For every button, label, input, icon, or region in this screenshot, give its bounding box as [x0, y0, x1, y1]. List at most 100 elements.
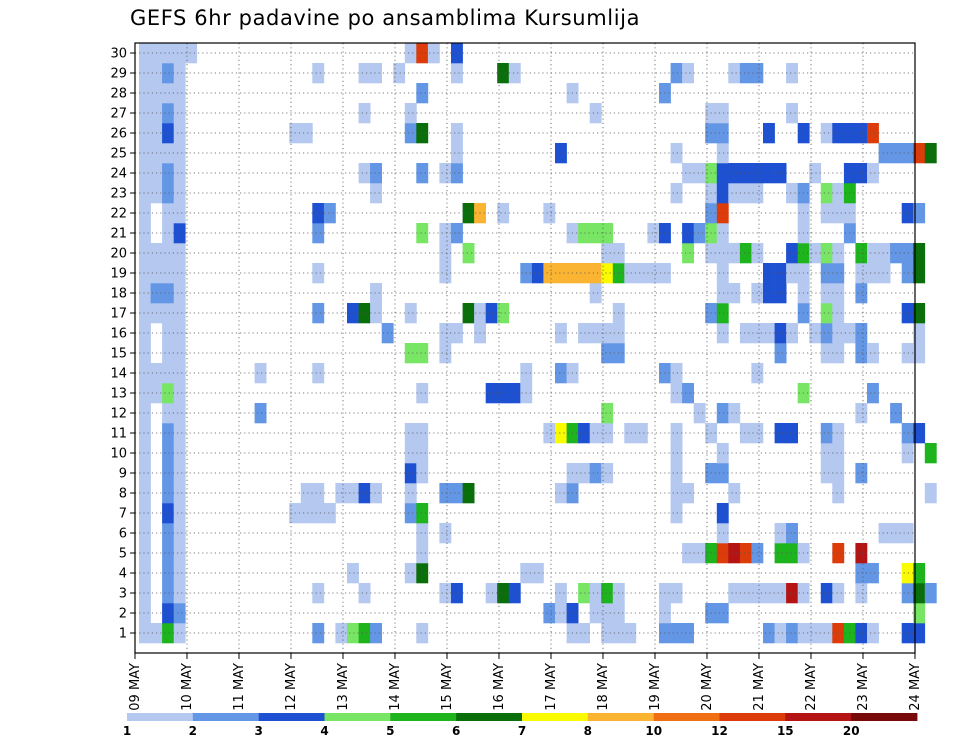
- heatmap-cell: [682, 383, 694, 404]
- heatmap-cell: [462, 303, 475, 324]
- y-tick-label: 4: [119, 567, 127, 582]
- heatmap-cell: [774, 583, 787, 604]
- heatmap-cell: [139, 243, 151, 264]
- heatmap-cell: [855, 403, 868, 424]
- heatmap-cell: [139, 583, 151, 604]
- legend-label: 1: [123, 724, 131, 738]
- heatmap-cell: [716, 283, 729, 304]
- heatmap-cell: [173, 83, 186, 104]
- y-tick-label: 15: [110, 347, 127, 362]
- heatmap-cell: [139, 343, 151, 364]
- heatmap-cell: [786, 523, 798, 544]
- heatmap-cell: [416, 543, 429, 564]
- heatmap-cell: [855, 543, 868, 564]
- heatmap-cell: [693, 543, 706, 564]
- heatmap-cell: [312, 203, 325, 224]
- legend-label: 15: [777, 724, 794, 738]
- heatmap-cell: [416, 223, 429, 244]
- y-tick-label: 17: [110, 307, 127, 322]
- heatmap-cell: [624, 623, 637, 644]
- heatmap-cell: [763, 623, 775, 644]
- heatmap-cell: [716, 223, 729, 244]
- heatmap-cell: [913, 263, 926, 284]
- heatmap-cell: [682, 623, 694, 644]
- heatmap-cell: [763, 123, 775, 144]
- heatmap-cell: [173, 43, 186, 64]
- heatmap-cell: [323, 503, 336, 524]
- x-tick-label: 22 MAY: [804, 663, 819, 711]
- heatmap-cell: [555, 483, 567, 504]
- y-tick-label: 2: [119, 607, 127, 622]
- heatmap-cell: [162, 183, 174, 204]
- heatmap-cell: [162, 363, 174, 384]
- heatmap-cell: [589, 323, 602, 344]
- heatmap-cell: [913, 423, 926, 444]
- heatmap-cell: [901, 203, 914, 224]
- heatmap-cell: [139, 423, 151, 444]
- heatmap-cell: [601, 243, 614, 264]
- heatmap-cell: [774, 423, 787, 444]
- heatmap-cell: [809, 323, 822, 344]
- heatmap-cell: [774, 323, 787, 344]
- heatmap-cell: [451, 43, 463, 64]
- heatmap-cell: [162, 343, 174, 364]
- heatmap-cell: [601, 263, 614, 284]
- heatmap-cell: [855, 463, 868, 484]
- heatmap-cell: [404, 423, 417, 444]
- y-tick-label: 3: [119, 587, 127, 602]
- heatmap-cell: [693, 163, 706, 184]
- heatmap-cell: [855, 563, 868, 584]
- heatmap-cell: [173, 63, 186, 84]
- heatmap-cell: [913, 623, 926, 644]
- heatmap-cell: [173, 583, 186, 604]
- heatmap-cell: [728, 63, 741, 84]
- heatmap-cell: [370, 63, 382, 84]
- heatmap-cell: [347, 623, 359, 644]
- heatmap-cell: [139, 103, 151, 124]
- heatmap-cell: [162, 103, 174, 124]
- heatmap-cell: [312, 583, 325, 604]
- heatmap-cell: [139, 443, 151, 464]
- y-tick-label: 5: [119, 547, 127, 562]
- heatmap-cell: [913, 603, 926, 624]
- heatmap-cell: [173, 283, 186, 304]
- heatmap-cell: [867, 263, 879, 284]
- heatmap-cell: [832, 443, 845, 464]
- heatmap-cell: [173, 563, 186, 584]
- heatmap-cell: [173, 223, 186, 244]
- heatmap-cell: [832, 203, 845, 224]
- heatmap-cell: [139, 63, 151, 84]
- heatmap-cell: [589, 103, 602, 124]
- heatmap-cell: [416, 83, 429, 104]
- heatmap-cell: [139, 83, 151, 104]
- heatmap-cell: [162, 483, 174, 504]
- heatmap-cell: [855, 123, 868, 144]
- heatmap-cell: [139, 123, 151, 144]
- heatmap-cell: [855, 263, 868, 284]
- heatmap-cell: [173, 423, 186, 444]
- heatmap-cell: [820, 243, 833, 264]
- heatmap-cell: [404, 123, 417, 144]
- heatmap-cell: [578, 463, 590, 484]
- heatmap-cell: [878, 523, 891, 544]
- heatmap-cell: [416, 43, 429, 64]
- heatmap-cell: [531, 563, 544, 584]
- heatmap-cell: [162, 563, 174, 584]
- heatmap-cell: [162, 83, 174, 104]
- heatmap-cell: [820, 303, 833, 324]
- heatmap-cell: [370, 303, 382, 324]
- heatmap-cell: [555, 263, 567, 284]
- x-tick-label: 15 MAY: [440, 663, 455, 711]
- heatmap-cell: [867, 123, 879, 144]
- legend-swatch: [785, 713, 852, 721]
- y-tick-label: 22: [110, 207, 127, 222]
- legend-label: 12: [711, 724, 728, 738]
- chart-title: GEFS 6hr padavine po ansamblima Kursumli…: [130, 6, 641, 30]
- heatmap-cell: [832, 583, 845, 604]
- heatmap-cell: [820, 323, 833, 344]
- x-tick-label: 14 MAY: [388, 663, 403, 711]
- heatmap-cell: [878, 243, 891, 264]
- heatmap-cell: [878, 143, 891, 164]
- heatmap-cell: [416, 123, 429, 144]
- heatmap-cell: [162, 503, 174, 524]
